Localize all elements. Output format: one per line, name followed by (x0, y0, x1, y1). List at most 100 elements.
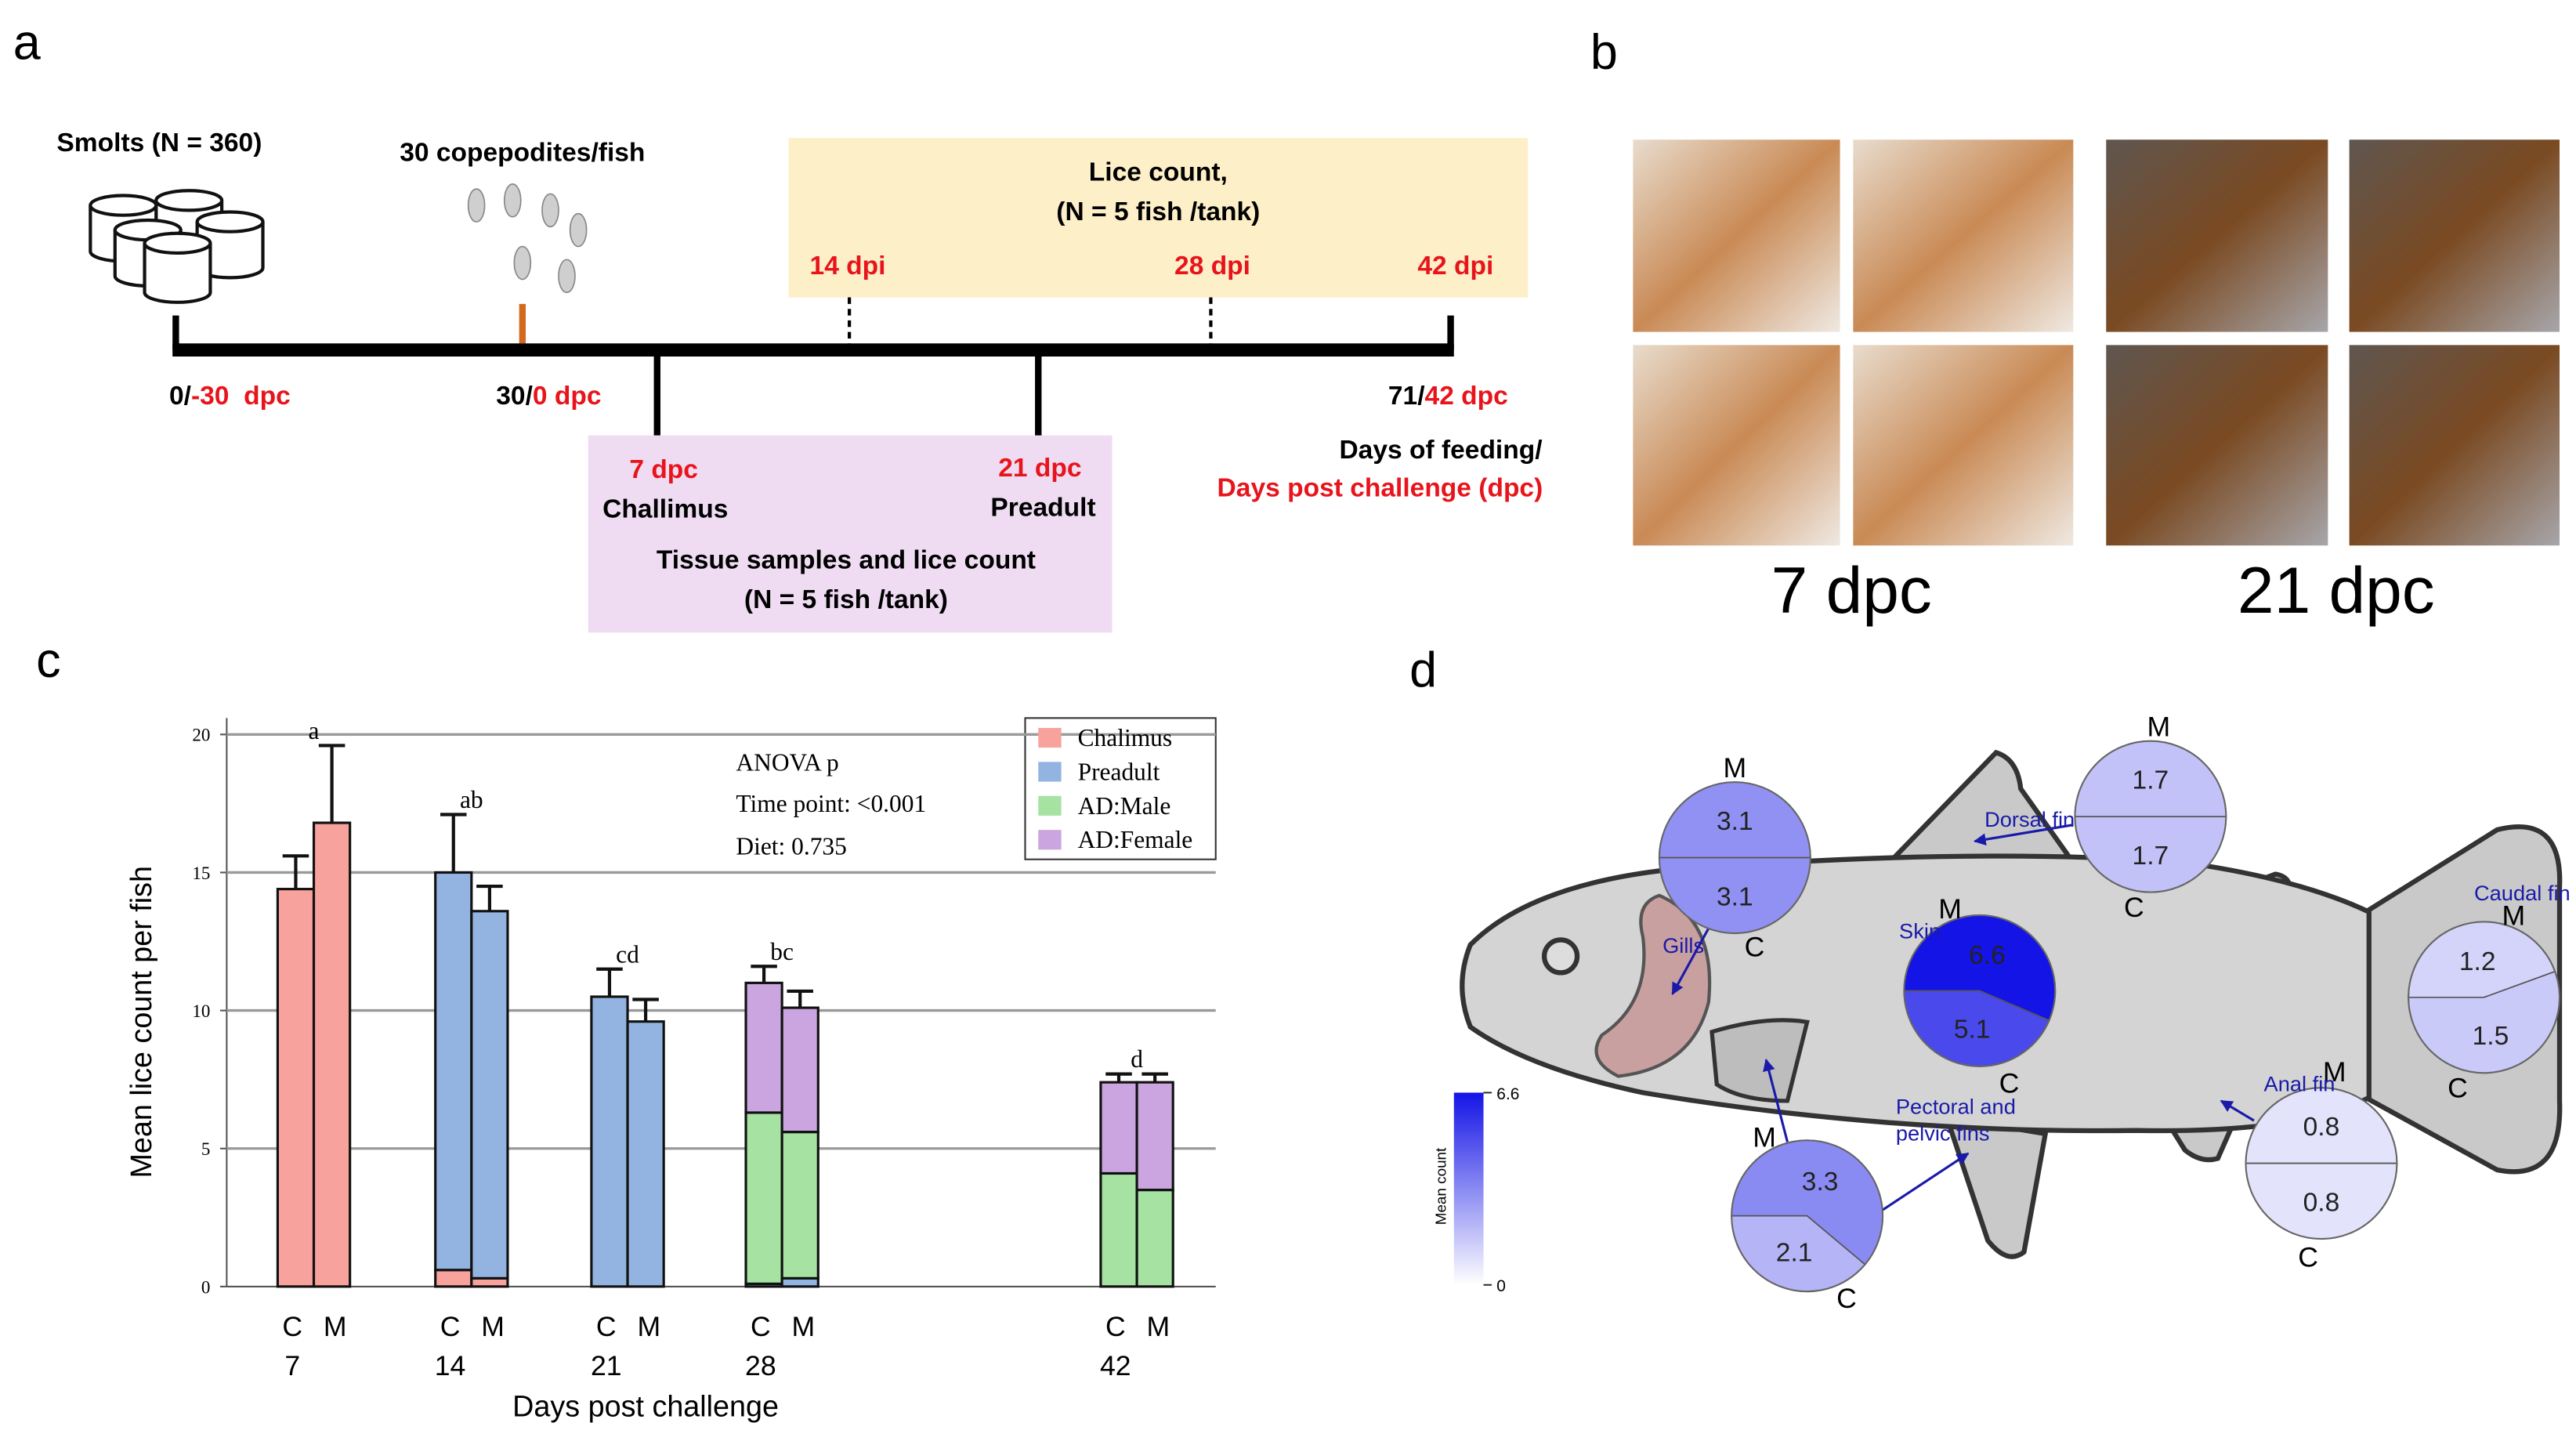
bar-label: C (1105, 1311, 1126, 1342)
site-label: Anal fin (2264, 1071, 2335, 1095)
photo (1853, 345, 2074, 546)
y-tick-label: 5 (201, 1139, 211, 1159)
pie-outline (1903, 914, 2057, 1067)
legend-swatch (1038, 762, 1062, 782)
lice-box-text: (N = 5 fish /tank) (1056, 197, 1260, 226)
diet-label: M (1724, 752, 1747, 784)
panel-a: Smolts (N = 360) 30 copepodites/fish Lic… (56, 129, 1543, 633)
panel-label: b (1590, 25, 1618, 80)
sample-day: 7 dpc (629, 455, 698, 484)
annotation: ANOVA p (736, 748, 838, 776)
bar-segment (434, 1269, 473, 1288)
photo (2106, 345, 2328, 546)
bar-segment (744, 1111, 783, 1285)
lice-box (788, 138, 1529, 298)
legend-swatch (1038, 727, 1062, 748)
panel-label: a (13, 15, 41, 70)
group-label: 42 (1100, 1350, 1131, 1381)
site-label: Caudal fin (2474, 881, 2571, 905)
legend-swatch (1038, 795, 1062, 816)
bar-segment (780, 1006, 819, 1134)
annotation: Time point: <0.001 (736, 790, 926, 817)
group-letter: bc (770, 938, 794, 965)
pie-value: 1.2 (2459, 947, 2496, 976)
tissue-box (588, 435, 1113, 633)
colorbar-tick-label: 6.6 (1496, 1085, 1519, 1103)
photo-label: 21 dpc (2238, 553, 2435, 627)
photo (2349, 345, 2560, 546)
copepodites (467, 183, 588, 294)
y-tick-label: 20 (192, 725, 210, 745)
y-tick-label: 0 (201, 1276, 211, 1297)
feeding-day: 71/ (1388, 382, 1425, 411)
photo (1853, 139, 2074, 332)
dpi-label: 42 dpi (1417, 252, 1493, 281)
lice-box-text: Lice count, (1089, 158, 1228, 187)
pie-value: 6.6 (1969, 941, 2006, 970)
x-axis-label: Days post challenge (512, 1390, 779, 1423)
y-tick-label: 10 (192, 1001, 210, 1021)
pie-value: 3.3 (1802, 1168, 1839, 1197)
photo (2106, 139, 2328, 332)
axis-legend: Days of feeding/ (1339, 436, 1542, 465)
bar-label: C (596, 1311, 617, 1342)
bar-label: M (792, 1311, 816, 1342)
pectoral-fin (1709, 1018, 1810, 1103)
bar-segment (780, 1131, 819, 1280)
site-label: Gills (1662, 933, 1704, 958)
pie-outline (2408, 921, 2561, 1074)
pie-value: 5.1 (1954, 1015, 1991, 1044)
group-letter: cd (616, 940, 639, 968)
bar-segment (1135, 1081, 1174, 1192)
photo (1633, 139, 1840, 332)
panel-c: Mean lice count per fish Days post chall… (125, 717, 1217, 1423)
bar-label: C (440, 1311, 461, 1342)
pie-value: 0.8 (2303, 1188, 2340, 1217)
bar-segment (1135, 1189, 1174, 1288)
timeline-label: 0/-30 dpc (169, 382, 291, 411)
legend-label: AD:Female (1078, 826, 1193, 853)
diet-label: C (2298, 1242, 2318, 1273)
photo (1633, 345, 1840, 546)
sample-stage: Preadult (990, 493, 1095, 522)
bar-label: M (324, 1311, 347, 1342)
y-tick-label: 15 (192, 863, 210, 883)
challenge-day: 42 dpc (1425, 382, 1508, 411)
legend-label: AD:Male (1078, 792, 1171, 820)
pie-outline (2074, 740, 2227, 893)
timeline-label: 30/0 dpc (496, 382, 601, 411)
group-letter: a (309, 717, 320, 744)
bar-label: C (751, 1311, 771, 1342)
diet-label: C (1836, 1283, 1857, 1314)
copepodite-label: 30 copepodites/fish (400, 138, 645, 167)
photo (2349, 139, 2560, 332)
bar-segment (780, 1276, 819, 1288)
bar-segment (1099, 1081, 1138, 1175)
bar-segment (626, 1020, 665, 1288)
tanks (89, 189, 265, 304)
bar-segment (470, 1276, 509, 1288)
photo-label: 7 dpc (1771, 553, 1932, 627)
legend-label: Preadult (1078, 758, 1160, 785)
diet-label: C (1999, 1067, 2020, 1099)
group-label: 21 (591, 1350, 622, 1381)
pie-value: 0.8 (2303, 1113, 2340, 1142)
diet-label: M (2147, 711, 2171, 742)
sample-stage: Challimus (602, 495, 728, 524)
group-label: 7 (284, 1350, 300, 1381)
tissue-box-text: (N = 5 fish /tank) (744, 585, 948, 614)
pie-outline (2245, 1087, 2398, 1240)
bar-segment (470, 910, 509, 1280)
annotation: Diet: 0.735 (736, 832, 846, 860)
diet-label: M (2323, 1056, 2346, 1088)
legend-label: Chalimus (1078, 724, 1173, 751)
pie-value: 2.1 (1776, 1239, 1813, 1268)
colorbar-tick-label: 0 (1496, 1277, 1506, 1295)
bar-segment (744, 981, 783, 1114)
pie-value: 1.7 (2133, 766, 2169, 795)
pelvic-fin (1943, 1113, 2049, 1259)
bar-label: C (282, 1311, 302, 1342)
dpi-label: 14 dpi (810, 252, 886, 281)
gill (1594, 893, 1712, 1078)
